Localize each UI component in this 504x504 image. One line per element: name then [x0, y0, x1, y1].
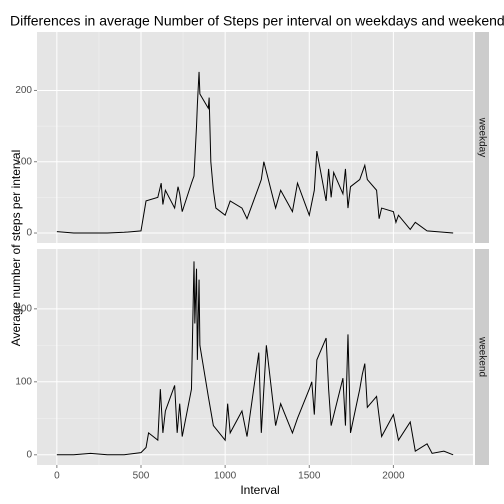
facet-label: weekend: [476, 336, 487, 377]
chart-title: Differences in average Number of Steps p…: [10, 13, 504, 29]
y-axis-label: Average number of steps per interval: [9, 150, 23, 347]
line: [56, 261, 454, 456]
x-tick-label: 500: [133, 471, 150, 482]
y-tick-label: 200: [15, 85, 32, 96]
facet-strip: [475, 32, 489, 243]
panel-background: [37, 249, 473, 465]
y-tick-label: 200: [15, 303, 32, 314]
facet-strip: [475, 249, 489, 465]
x-tick-label: 1000: [214, 471, 237, 482]
x-axis-label: Interval: [240, 483, 279, 497]
x-tick-label: 0: [54, 471, 60, 482]
x-tick-label: 1500: [298, 471, 321, 482]
y-tick-label: 100: [15, 156, 32, 167]
y-tick-label: 0: [26, 228, 32, 239]
y-tick-label: 0: [26, 449, 32, 460]
x-tick-label: 2000: [382, 471, 405, 482]
panel-background: [37, 32, 473, 243]
facet-label: weekday: [476, 117, 487, 157]
y-tick-label: 100: [15, 376, 32, 387]
line: [56, 71, 454, 234]
